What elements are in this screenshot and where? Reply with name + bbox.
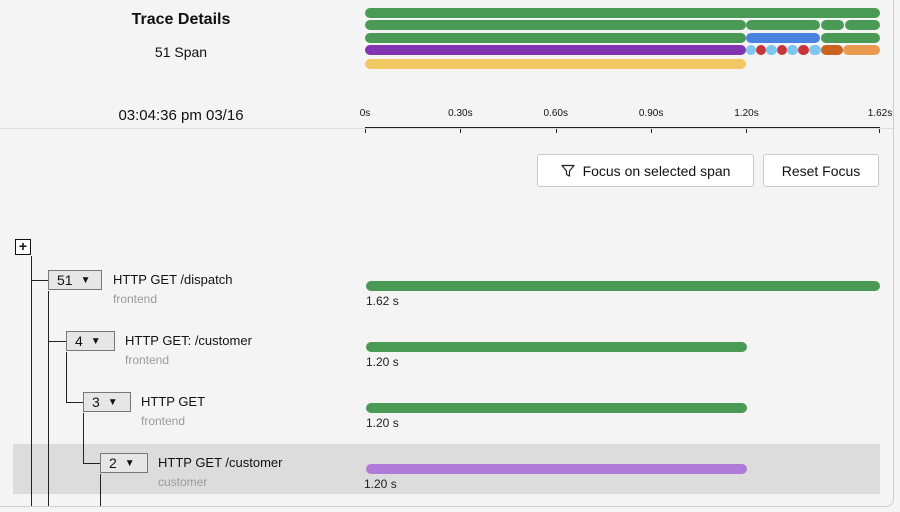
tree-line	[31, 256, 32, 506]
tree-line	[31, 280, 48, 281]
span-bar[interactable]	[366, 464, 747, 474]
minimap-bar	[365, 20, 746, 30]
span-child-count: 2	[109, 455, 117, 471]
tree-line	[48, 291, 49, 506]
span-service: frontend	[125, 353, 170, 367]
span-duration: 1.20 s	[366, 416, 399, 430]
minimap-bar	[746, 45, 756, 55]
tree-line	[66, 402, 83, 403]
axis-tick	[879, 127, 880, 133]
span-toggle[interactable]: 2 ▼	[100, 453, 148, 473]
focus-button-label: Focus on selected span	[582, 162, 731, 179]
time-axis: 0s 0.30s 0.60s 0.90s 1.20s 1.62s	[360, 108, 892, 133]
trace-minimap[interactable]	[365, 8, 880, 70]
caret-down-icon: ▼	[107, 396, 118, 408]
span-toggle[interactable]: 51 ▼	[48, 270, 102, 290]
span-toggle[interactable]: 4 ▼	[66, 331, 115, 351]
minimap-bar	[365, 33, 746, 43]
axis-tick	[651, 127, 653, 133]
span-toggle[interactable]: 3 ▼	[83, 392, 131, 412]
tree-line	[83, 413, 84, 463]
minimap-bar	[365, 59, 746, 69]
axis-tick	[555, 127, 557, 133]
minimap-bar	[845, 20, 880, 30]
axis-tick-label: 1.62s	[867, 108, 893, 119]
tree-line	[100, 474, 101, 506]
span-bar[interactable]	[366, 342, 747, 352]
caret-down-icon: ▼	[80, 274, 91, 286]
axis-line	[365, 127, 880, 128]
span-bar[interactable]	[366, 281, 880, 291]
header-divider	[0, 128, 893, 129]
minimap-bar	[787, 45, 798, 55]
axis-tick-label: 0s	[359, 108, 371, 119]
minimap-bar	[766, 45, 777, 55]
tree-line	[48, 341, 66, 342]
axis-tick-label: 0.90s	[638, 108, 664, 119]
tree-line	[66, 352, 67, 402]
span-name[interactable]: HTTP GET /customer	[158, 455, 283, 470]
span-duration: 1.20 s	[364, 477, 397, 491]
span-child-count: 3	[92, 394, 100, 410]
span-service: customer	[158, 475, 208, 489]
minimap-bar	[365, 8, 880, 18]
span-name[interactable]: HTTP GET: /customer	[125, 333, 252, 348]
span-duration: 1.62 s	[366, 294, 399, 308]
minimap-bar	[798, 45, 809, 55]
span-name[interactable]: HTTP GET	[141, 394, 206, 409]
minimap-bar	[821, 20, 844, 30]
reset-focus-button[interactable]: Reset Focus	[763, 154, 879, 187]
span-child-count: 4	[75, 333, 83, 349]
span-service: frontend	[141, 414, 186, 428]
minimap-bar	[821, 45, 843, 55]
filter-icon	[560, 164, 575, 177]
caret-down-icon: ▼	[124, 457, 135, 469]
caret-down-icon: ▼	[90, 335, 101, 347]
span-bar[interactable]	[366, 403, 747, 413]
trace-timestamp: 03:04:36 pm 03/16	[118, 107, 244, 124]
minimap-bar	[843, 45, 880, 55]
minimap-bar	[746, 20, 820, 30]
expand-all-icon[interactable]: +	[15, 239, 31, 255]
axis-tick-label: 0.60s	[543, 108, 568, 119]
axis-tick	[746, 127, 748, 133]
minimap-bar	[756, 45, 766, 55]
page-title: Trace Details	[131, 11, 231, 28]
axis-tick	[365, 127, 366, 133]
span-count: 51 Span	[154, 44, 208, 60]
focus-selected-span-button[interactable]: Focus on selected span	[537, 154, 754, 187]
axis-tick	[460, 127, 462, 133]
axis-tick-label: 0.30s	[448, 108, 473, 119]
minimap-bar	[809, 45, 821, 55]
span-child-count: 51	[57, 272, 73, 288]
minimap-bar	[777, 45, 787, 55]
axis-tick-label: 1.20s	[734, 108, 759, 119]
span-duration: 1.20 s	[366, 355, 399, 369]
minimap-bar	[821, 33, 880, 43]
minimap-bar	[365, 45, 746, 55]
span-name[interactable]: HTTP GET /dispatch	[113, 272, 233, 287]
span-service: frontend	[113, 292, 158, 306]
minimap-bar	[746, 33, 820, 43]
tree-line	[83, 463, 100, 464]
